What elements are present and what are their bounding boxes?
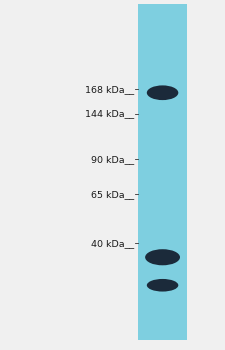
Ellipse shape: [145, 249, 180, 265]
Text: 40 kDa__: 40 kDa__: [91, 239, 134, 248]
Text: 144 kDa__: 144 kDa__: [85, 109, 134, 118]
Ellipse shape: [147, 279, 178, 292]
Ellipse shape: [147, 85, 178, 100]
Text: 90 kDa__: 90 kDa__: [91, 155, 134, 164]
Text: 168 kDa__: 168 kDa__: [85, 85, 134, 94]
Text: 65 kDa__: 65 kDa__: [91, 190, 134, 199]
Bar: [138, 4, 187, 340]
